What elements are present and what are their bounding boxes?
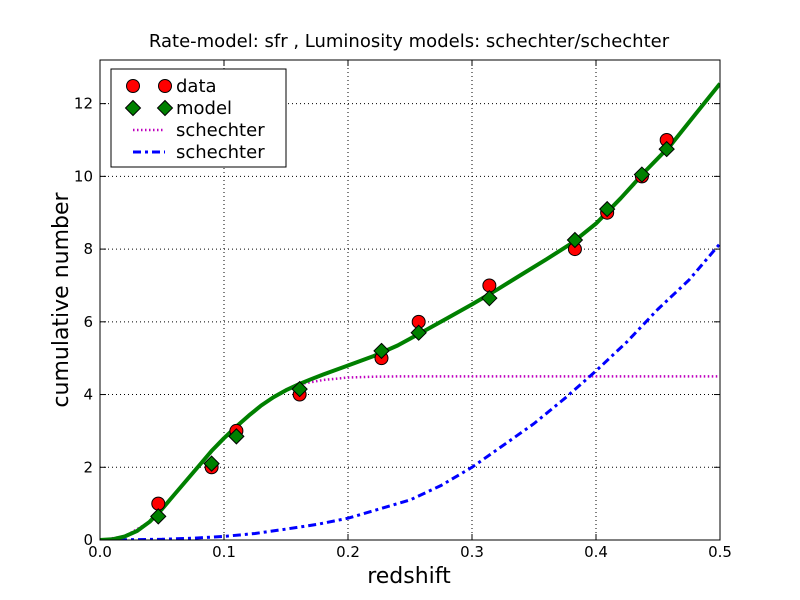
- y-tick-label: 8: [83, 240, 93, 258]
- y-tick-label: 4: [83, 386, 93, 404]
- y-tick-label: 10: [74, 167, 93, 185]
- model-point: [291, 380, 308, 398]
- y-tick-label: 6: [83, 313, 93, 331]
- schechter-dashdot-line: [100, 242, 720, 540]
- x-tick-label: 0.3: [460, 543, 484, 561]
- model-point: [658, 140, 675, 158]
- x-tick-label: 0.4: [584, 543, 608, 561]
- y-tick-label: 2: [83, 458, 93, 476]
- model-point: [598, 200, 616, 218]
- model-point: [566, 231, 584, 249]
- y-tick-label: 12: [74, 95, 93, 113]
- plot-frame: [99, 59, 721, 541]
- legend-data-marker: [126, 79, 140, 93]
- axis-ticks: 0.0 0.1 0.2 0.3 0.4 0.5 0 2 4 6 8 10 12: [74, 60, 732, 561]
- legend-model-marker: [156, 99, 174, 117]
- legend-label-schechter-dotted: schechter: [176, 120, 265, 141]
- model-point: [410, 324, 427, 341]
- model-point: [373, 342, 390, 360]
- x-tick-label: 0.1: [212, 543, 236, 561]
- legend-data-marker: [158, 79, 172, 93]
- y-axis-label: cumulative number: [49, 191, 74, 407]
- x-tick-label: 0.5: [708, 543, 732, 561]
- x-axis-label: redshift: [367, 564, 451, 589]
- series-layer: [100, 82, 720, 540]
- y-tick-label: 0: [83, 531, 93, 549]
- legend-label-data: data: [176, 76, 217, 97]
- model-point: [633, 166, 651, 183]
- model-point: [481, 289, 498, 307]
- x-tick-label: 0.2: [336, 543, 360, 561]
- model-point: [150, 508, 167, 525]
- legend-model-marker: [124, 99, 142, 117]
- legend-label-model: model: [176, 98, 232, 119]
- chart-title: Rate-model: sfr , Luminosity models: sch…: [149, 31, 670, 52]
- legend-label-schechter-dashdot: schechter: [176, 142, 265, 163]
- model-point: [203, 455, 220, 472]
- model-point: [228, 428, 245, 445]
- x-tick-label: 0.0: [88, 543, 112, 561]
